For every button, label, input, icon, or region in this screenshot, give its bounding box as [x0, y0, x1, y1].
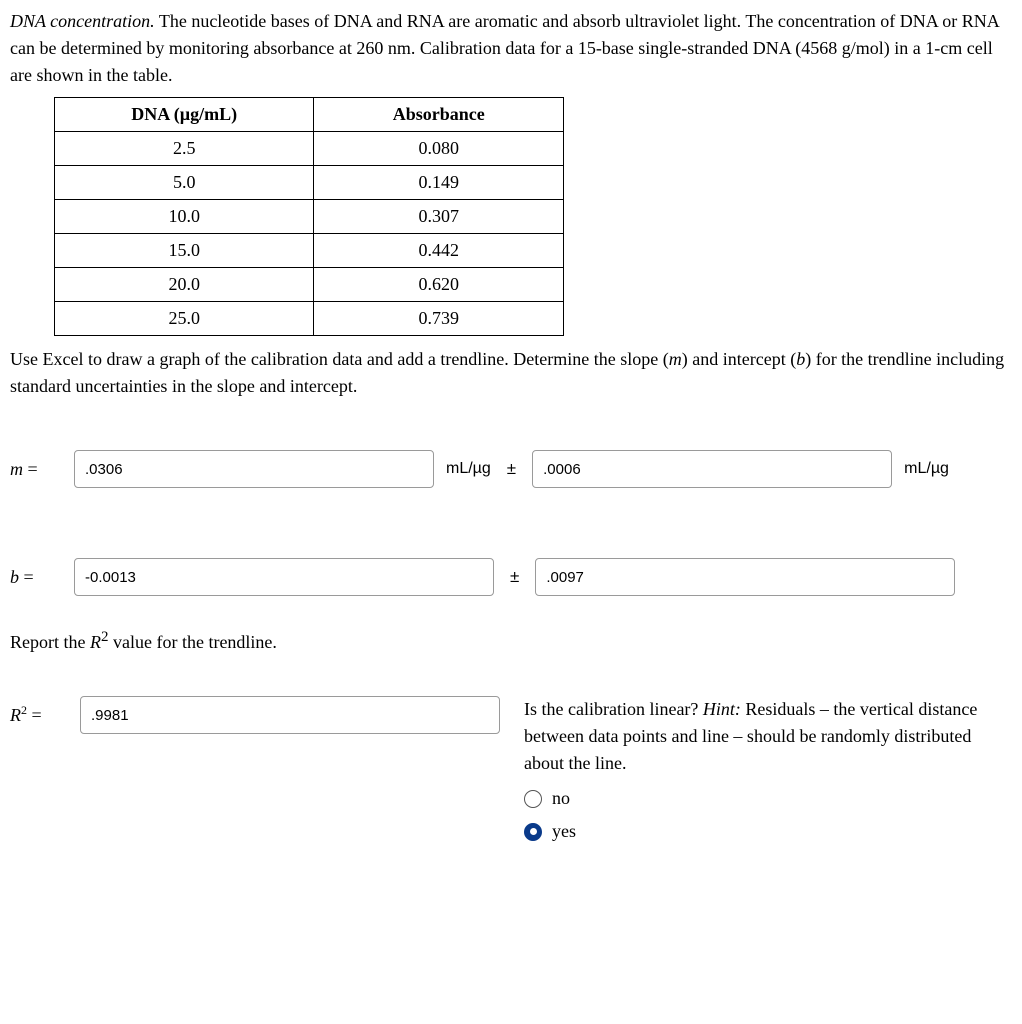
intercept-unc-input[interactable] — [535, 558, 955, 596]
slope-unc-input[interactable] — [532, 450, 892, 488]
intro-title: DNA concentration. — [10, 11, 155, 31]
slope-unc-unit: mL/µg — [904, 457, 949, 481]
intercept-input[interactable] — [74, 558, 494, 596]
r2-input[interactable] — [80, 696, 500, 734]
table-row: 15.00.442 — [55, 234, 564, 268]
slope-label: m = — [10, 456, 62, 483]
radio-yes[interactable]: yes — [524, 818, 1012, 845]
r2-input-group: R2 = — [10, 696, 500, 734]
intro-body: The nucleotide bases of DNA and RNA are … — [10, 11, 999, 85]
col-header-absorbance: Absorbance — [314, 98, 564, 132]
table-row: 20.00.620 — [55, 268, 564, 302]
calibration-table: DNA (µg/mL) Absorbance 2.50.080 5.00.149… — [54, 97, 564, 336]
r2-prompt: Report the R2 value for the trendline. — [10, 626, 1012, 656]
table-row: 25.00.739 — [55, 302, 564, 336]
bottom-row: R2 = Is the calibration linear? Hint: Re… — [10, 696, 1012, 851]
col-header-dna: DNA (µg/mL) — [55, 98, 314, 132]
table-header-row: DNA (µg/mL) Absorbance — [55, 98, 564, 132]
linear-radio-group: no yes — [524, 785, 1012, 845]
instructions: Use Excel to draw a graph of the calibra… — [10, 346, 1012, 400]
table-row: 5.00.149 — [55, 166, 564, 200]
radio-no[interactable]: no — [524, 785, 1012, 812]
r2-label: R2 = — [10, 701, 68, 729]
table-row: 2.50.080 — [55, 132, 564, 166]
radio-label-no: no — [552, 785, 570, 812]
table-row: 10.00.307 — [55, 200, 564, 234]
intercept-label: b = — [10, 564, 62, 591]
linear-question: Is the calibration linear? Hint: Residua… — [524, 696, 1012, 851]
radio-icon — [524, 823, 542, 841]
slope-unit: mL/µg — [446, 457, 491, 481]
intro-paragraph: DNA concentration. The nucleotide bases … — [10, 8, 1012, 89]
plus-minus: ± — [506, 564, 523, 590]
slope-row: m = mL/µg ± mL/µg — [10, 450, 1012, 488]
radio-label-yes: yes — [552, 818, 576, 845]
slope-input[interactable] — [74, 450, 434, 488]
intercept-row: b = ± — [10, 558, 1012, 596]
plus-minus: ± — [503, 456, 520, 482]
radio-icon — [524, 790, 542, 808]
